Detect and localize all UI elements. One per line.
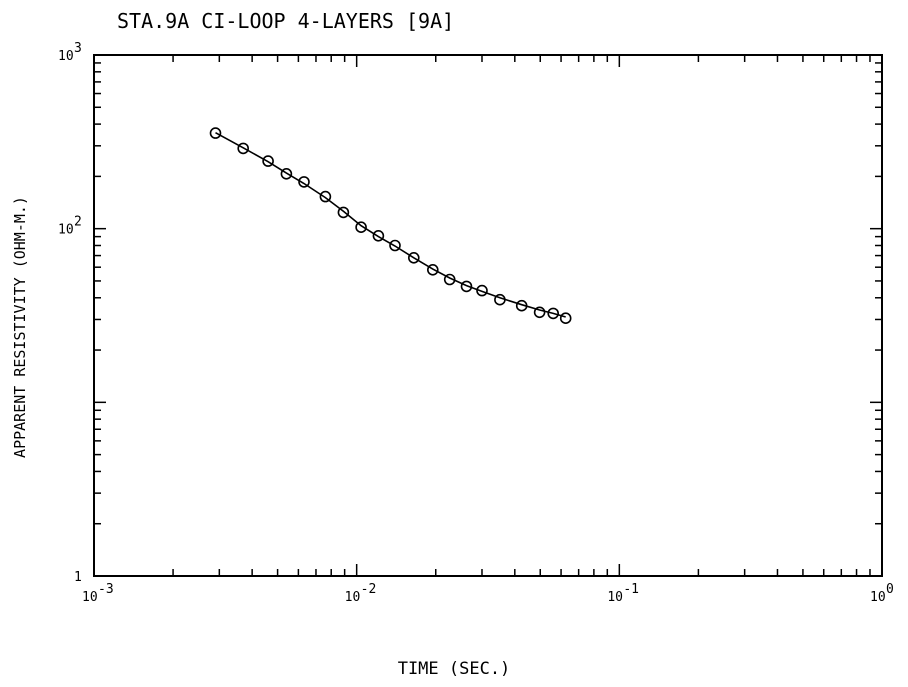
plot-frame [93, 54, 883, 577]
data-point [426, 263, 439, 276]
x-tick-label-base: 10 [607, 590, 623, 605]
data-point [337, 206, 350, 219]
ticks [93, 55, 882, 577]
data-point [559, 312, 572, 325]
data-point [547, 307, 560, 320]
data-point [460, 280, 473, 293]
data-point [209, 127, 222, 139]
x-axis-label: TIME (SEC.) [398, 659, 511, 679]
y-tick-label-exp: 3 [74, 41, 82, 56]
data-point [237, 142, 249, 155]
data-point [494, 293, 506, 306]
data-point [389, 239, 401, 252]
fit-line [215, 131, 566, 318]
data-point [355, 221, 367, 233]
x-tick-label-exp: -2 [361, 582, 377, 597]
x-tick-label-base: 10 [345, 590, 361, 605]
x-tick-label-exp: -1 [623, 582, 639, 597]
x-tick-label-base: 10 [82, 590, 98, 605]
y-tick-label-exp: 2 [74, 215, 82, 230]
x-tick-label-exp: 0 [886, 582, 894, 597]
data-point [443, 273, 456, 286]
x-tick-label-exp: -3 [98, 582, 114, 597]
data-point [407, 251, 420, 264]
data-point [298, 176, 310, 188]
data-point [533, 306, 546, 319]
data-point [476, 284, 488, 297]
data-point [319, 190, 332, 203]
data-point [372, 230, 385, 242]
y-tick-label-base: 10 [58, 223, 74, 238]
x-tick-label-base: 10 [870, 590, 886, 605]
data-point [262, 155, 274, 167]
axes [93, 54, 883, 577]
y-axis-label: APPARENT RESISTIVITY (OHM-M.) [11, 196, 29, 458]
series [209, 127, 572, 325]
chart-title: STA.9A CI-LOOP 4-LAYERS [9A] [117, 9, 454, 33]
y-tick-label-base: 10 [58, 49, 74, 64]
y-tick-label-base: 1 [74, 570, 82, 585]
data-point [515, 299, 528, 312]
data-point [280, 168, 293, 180]
